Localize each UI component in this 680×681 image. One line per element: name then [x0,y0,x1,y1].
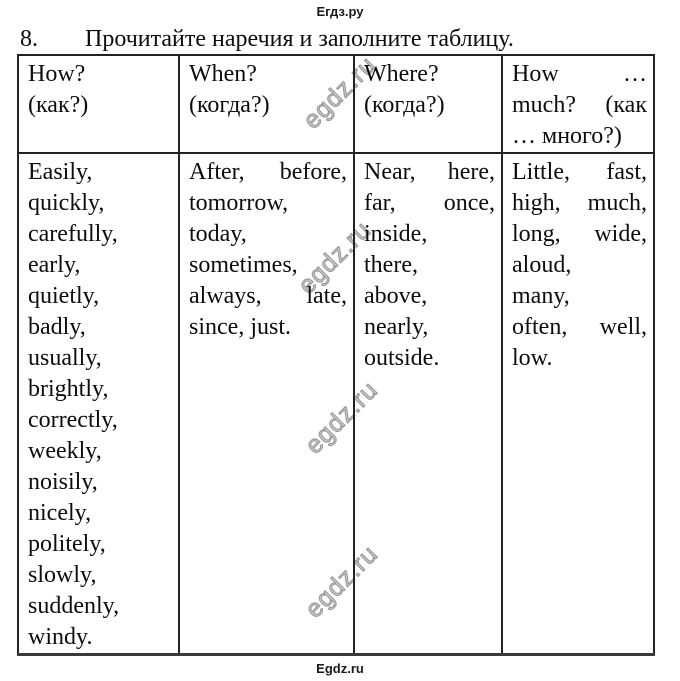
adverb-line: always, late, [189,283,347,309]
adverb-line: windy. [28,624,93,650]
header-line: Where? [364,61,439,87]
adverb-line: long, wide, [512,221,647,247]
header-line: When? [189,61,257,87]
adverb-line: far, once, [364,190,495,216]
adverb-line: carefully, [28,221,118,247]
column-header-where: Where? (когда?) [353,54,503,154]
adverb-line: tomorrow, [189,190,289,216]
column-header-how-much: How … much? (как … много?) [501,54,655,154]
adverb-line: low. [512,345,553,371]
header-line: (когда?) [364,92,445,118]
adverb-line: quietly, [28,283,100,309]
adverb-line: inside, [364,221,428,247]
adverb-line: high, much, [512,190,647,216]
header-line: … много?) [512,123,622,149]
header-line: (когда?) [189,92,270,118]
adverb-line: politely, [28,531,106,557]
adverb-line: brightly, [28,376,109,402]
table-header-row: How? (как?) When? (когда?) Where? (когда?) How… [17,54,655,154]
adverbs-table: How? (как?) When? (когда?) Where? (когда?) How… [17,54,655,656]
column-body-how-much: Little, fast, high, much, long, wide, aloud… [501,152,655,656]
top-brand-label: Егдз.ру [316,4,364,19]
header-line: How … [512,61,647,87]
adverb-line: slowly, [28,562,97,588]
adverb-line: badly, [28,314,86,340]
column-header-when: When? (когда?) [178,54,355,154]
adverb-line: nicely, [28,500,92,526]
adverb-line: above, [364,283,428,309]
adverb-line: suddenly, [28,593,120,619]
adverb-line: today, [189,221,247,247]
exercise-title-text: Прочитайте наречия и заполните таблицу. [85,26,514,52]
header-line: (как?) [28,92,89,118]
column-header-how: How? (как?) [17,54,180,154]
adverb-line: often, well, [512,314,647,340]
adverb-line: weekly, [28,438,102,464]
adverb-line: Little, fast, [512,159,647,185]
adverb-line: since, just. [189,314,291,340]
adverb-line: outside. [364,345,440,371]
adverb-line: early, [28,252,81,278]
adverb-line: sometimes, [189,252,298,278]
exercise-number: 8. [20,26,38,52]
adverb-line: noisily, [28,469,98,495]
adverb-line: there, [364,252,418,278]
adverb-line: many, [512,283,570,309]
adverb-line: quickly, [28,190,105,216]
adverb-line: usually, [28,345,102,371]
adverb-line: nearly, [364,314,429,340]
adverb-line: Easily, [28,159,93,185]
table-body-row: Easily, quickly, carefully, early, quietly, b… [17,152,655,656]
adverb-line: After, before, [189,159,347,185]
adverb-line: Near, here, [364,159,495,185]
exercise-title: 8. Прочитайте наречия и заполните таблицу… [20,25,514,53]
adverb-line: aloud, [512,252,572,278]
header-line: much? (как [512,92,647,118]
column-body-when: After, before, tomorrow, today, sometimes, a… [178,152,355,656]
adverb-line: correctly, [28,407,118,433]
header-line: How? [28,61,86,87]
bottom-brand-label: Egdz.ru [316,661,364,676]
column-body-where: Near, here, far, once, inside, there, above,… [353,152,503,656]
column-body-how: Easily, quickly, carefully, early, quietly, b… [17,152,180,656]
